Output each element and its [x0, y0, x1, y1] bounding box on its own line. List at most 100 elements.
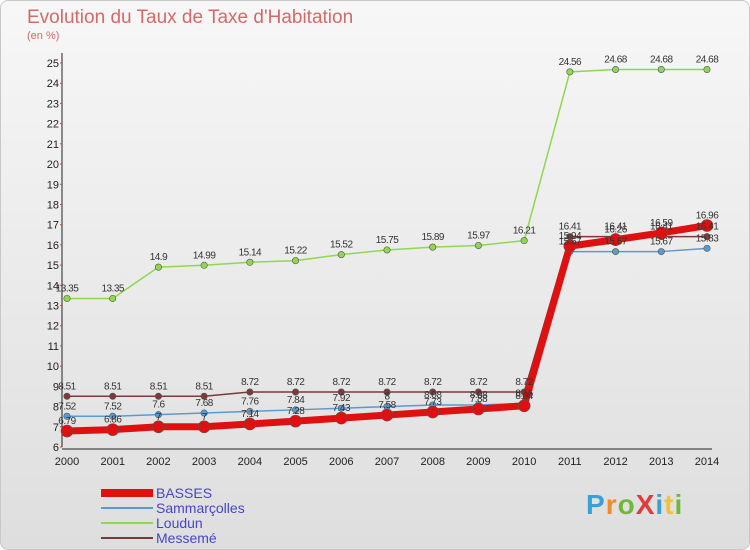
data-point [337, 388, 345, 396]
data-label: 8.08 [424, 390, 442, 401]
data-label: 8 [384, 392, 390, 403]
y-tick-label: 23 [47, 98, 59, 110]
data-label: 15.83 [696, 233, 719, 244]
logo-letter: i [655, 489, 665, 520]
data-point [200, 261, 208, 269]
data-label: 16.21 [513, 226, 536, 237]
data-label: 16.41 [696, 222, 719, 233]
data-label: 16.96 [696, 210, 719, 221]
data-label: 7.68 [195, 398, 213, 409]
data-label: 15.97 [467, 231, 490, 242]
y-tick-label: 24 [47, 78, 59, 90]
x-tick-label: 2003 [192, 456, 216, 468]
data-label: 8.08 [470, 390, 488, 401]
data-label: 7.76 [241, 396, 259, 407]
legend-label: Messemé [156, 530, 217, 546]
y-tick-label: 25 [47, 58, 59, 70]
data-point [657, 65, 665, 73]
y-tick-label: 12 [47, 321, 59, 333]
y-tick-label: 21 [47, 139, 59, 151]
chart-unit-label: (en %) [27, 30, 60, 42]
data-point [334, 411, 348, 425]
data-point [154, 411, 162, 419]
y-tick-label: 22 [47, 119, 59, 131]
data-point [703, 233, 711, 241]
data-point [292, 406, 300, 414]
data-label: 8.72 [241, 377, 259, 388]
data-label: 7.73 [424, 397, 442, 408]
y-tick-label: 17 [47, 220, 59, 232]
data-label: 8.72 [378, 377, 396, 388]
data-label: 7 [156, 412, 162, 423]
legend-swatch [101, 537, 153, 539]
data-label: 24.68 [650, 54, 673, 65]
data-point [109, 392, 117, 400]
x-tick-label: 2014 [695, 456, 719, 468]
data-point [152, 420, 165, 434]
data-label: 13.35 [56, 283, 79, 294]
y-tick-label: 10 [47, 361, 59, 373]
y-tick-label: 11 [48, 341, 59, 353]
x-tick-label: 2012 [603, 456, 627, 468]
y-tick-label: 6 [53, 442, 59, 454]
logo-letter: P [586, 489, 606, 520]
data-point [246, 258, 254, 266]
data-label: 16.26 [604, 225, 627, 236]
data-label: 15.75 [376, 235, 399, 246]
data-label: 7.88 [470, 394, 488, 405]
data-label: 8.72 [424, 377, 442, 388]
data-label: 8.72 [470, 377, 488, 388]
data-point [63, 412, 71, 420]
data-point [609, 233, 622, 246]
data-point [154, 392, 162, 400]
legend-swatch [101, 507, 153, 509]
logo-letter: X [635, 489, 656, 520]
logo-letter: r [605, 489, 618, 520]
data-point [429, 388, 437, 396]
data-point [517, 399, 531, 413]
data-label: 6.79 [58, 416, 76, 427]
data-point [474, 388, 482, 396]
legend-label: Sammarçolles [156, 500, 245, 516]
data-label: 15.52 [330, 240, 353, 251]
data-point [337, 404, 345, 412]
data-point [337, 251, 345, 259]
x-tick-label: 2006 [329, 456, 353, 468]
data-point [197, 420, 211, 434]
data-point [289, 414, 302, 428]
data-label: 15.67 [650, 237, 673, 248]
data-point [154, 263, 162, 271]
y-tick-label: 15 [47, 260, 59, 272]
data-point [700, 219, 714, 232]
data-label: 8.72 [287, 377, 305, 388]
data-label: 7.58 [378, 400, 396, 411]
data-label: 7.92 [333, 393, 351, 404]
data-point [246, 388, 254, 396]
legend-label: BASSES [156, 485, 213, 501]
data-label: 8.72 [333, 377, 351, 388]
x-tick-label: 2013 [649, 456, 673, 468]
data-label: 7.43 [333, 403, 351, 414]
data-label: 24.56 [559, 57, 582, 68]
data-point [200, 392, 208, 400]
data-point [380, 408, 394, 422]
logo-letter: o [617, 489, 636, 520]
data-point [474, 242, 482, 250]
data-label: 16.41 [559, 222, 582, 233]
data-point [703, 65, 711, 73]
data-label: 8.51 [150, 381, 168, 392]
data-point [383, 246, 391, 254]
data-label: 7.52 [58, 401, 76, 412]
data-label: 8.04 [515, 391, 533, 402]
y-tick-label: 9 [53, 381, 59, 393]
data-point [106, 423, 120, 436]
data-label: 8.51 [104, 381, 122, 392]
data-label: 13.35 [101, 283, 124, 294]
data-point [292, 388, 300, 396]
data-point [472, 402, 485, 416]
data-point [612, 248, 620, 256]
x-tick-label: 2002 [146, 456, 170, 468]
data-label: 15.67 [604, 237, 627, 248]
x-tick-label: 2011 [558, 456, 582, 468]
data-label: 6.86 [104, 415, 122, 426]
